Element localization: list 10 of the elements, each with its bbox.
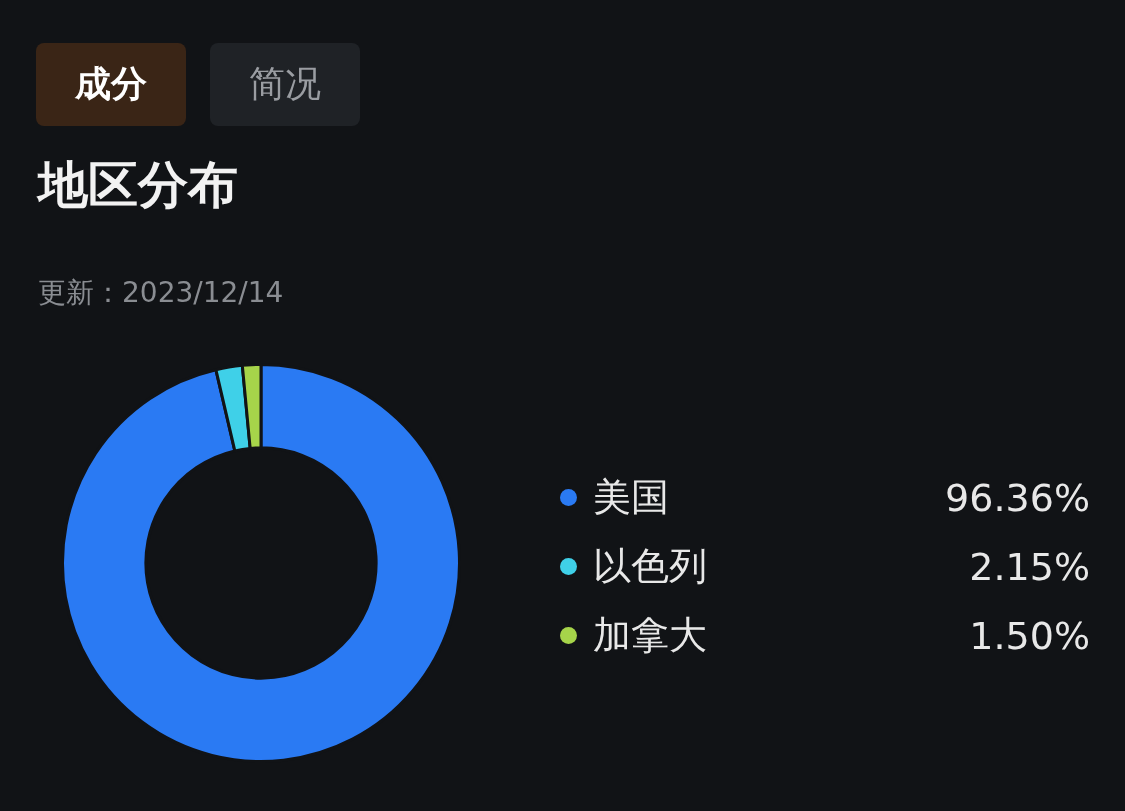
chart-subtitle: 更新：2023/12/14 bbox=[38, 275, 284, 311]
data-label: 96.36% bbox=[945, 475, 1090, 520]
text: 成分 bbox=[36, 43, 186, 126]
data-label: 1.50% bbox=[969, 613, 1090, 658]
data-label: 2.15% bbox=[969, 544, 1090, 589]
legend-label: 以色列 bbox=[593, 543, 707, 590]
legend-label: 美国 bbox=[593, 474, 669, 521]
text: 简况 bbox=[210, 43, 360, 126]
legend-label: 加拿大 bbox=[593, 612, 707, 659]
chart-title: 地区分布 bbox=[38, 155, 238, 216]
